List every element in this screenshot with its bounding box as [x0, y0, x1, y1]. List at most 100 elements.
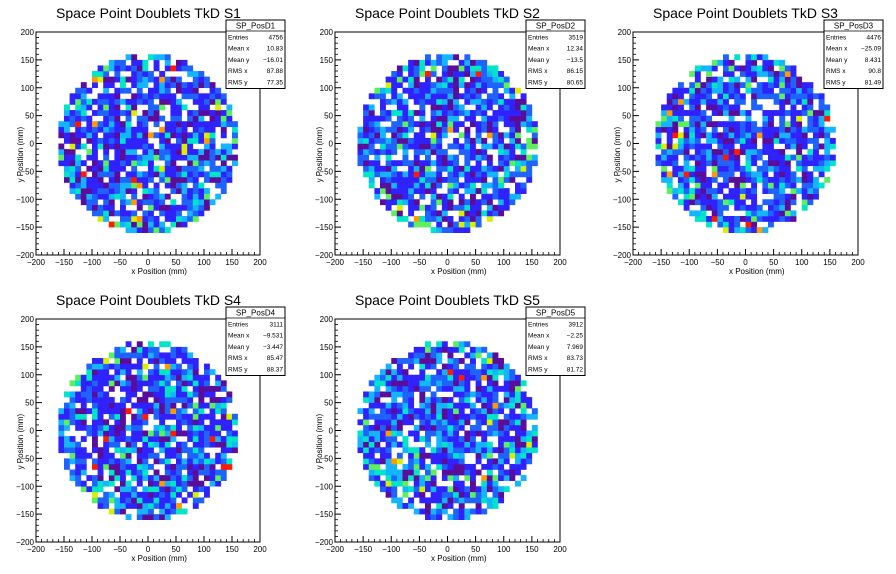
heatmap-bin	[408, 121, 415, 128]
heatmap-bin	[717, 154, 724, 161]
heatmap-bin	[148, 391, 154, 398]
heatmap-bin	[526, 171, 533, 178]
heatmap-bin	[751, 87, 758, 94]
heatmap-bin	[75, 154, 82, 161]
heatmap-bin	[363, 397, 370, 403]
heatmap-bin	[762, 210, 769, 217]
heatmap-bin	[436, 508, 443, 515]
heatmap-bin	[745, 165, 752, 172]
heatmap-bin	[198, 199, 205, 206]
heatmap-bin	[153, 480, 160, 487]
heatmap-bin	[176, 424, 182, 431]
heatmap-bin	[176, 110, 182, 116]
heatmap-bin	[97, 93, 104, 100]
heatmap-bin	[368, 436, 375, 442]
heatmap-bin	[142, 171, 149, 178]
heatmap-bin	[368, 137, 375, 144]
heatmap-bin	[464, 469, 471, 476]
y-tick-label: 0	[627, 140, 632, 149]
heatmap-bin	[385, 475, 392, 481]
heatmap-bin	[464, 87, 471, 94]
heatmap-bin	[120, 502, 126, 509]
heatmap-bin	[136, 137, 143, 144]
heatmap-bin	[181, 419, 188, 426]
heatmap-bin	[64, 424, 70, 431]
heatmap-bin	[97, 385, 104, 392]
heatmap-bin	[380, 87, 386, 94]
heatmap-bin	[164, 154, 171, 161]
heatmap-bin	[125, 137, 132, 144]
heatmap-bin	[492, 137, 499, 144]
heatmap-bin	[103, 65, 110, 72]
heatmap-bin	[226, 154, 233, 161]
heatmap-bin	[164, 176, 171, 183]
heatmap-bin	[86, 165, 93, 172]
heatmap-bin	[425, 54, 431, 61]
heatmap-bin	[419, 165, 426, 172]
heatmap-bin	[430, 514, 437, 521]
heatmap-bin	[413, 132, 420, 139]
heatmap-bin	[187, 447, 194, 454]
heatmap-bin	[717, 110, 724, 116]
heatmap-bin	[220, 115, 227, 122]
heatmap-bin	[492, 210, 499, 217]
heatmap-bin	[813, 188, 819, 194]
heatmap-bin	[458, 182, 465, 189]
heatmap-bin	[204, 171, 210, 178]
x-tick-label: 50	[769, 258, 778, 267]
heatmap-bin	[170, 397, 177, 403]
heatmap-bin	[458, 204, 465, 211]
heatmap-bin	[745, 171, 752, 178]
heatmap-bin	[131, 441, 138, 448]
heatmap-bin	[120, 497, 126, 504]
heatmap-bin	[402, 391, 409, 398]
heatmap-bin	[226, 441, 233, 448]
heatmap-bin	[232, 430, 238, 437]
y-tick-label: 100	[618, 84, 632, 93]
heatmap-bin	[447, 369, 454, 376]
heatmap-bin	[192, 452, 199, 459]
heatmap-bin	[430, 380, 437, 387]
heatmap-bin	[784, 182, 791, 189]
heatmap-bin	[464, 171, 471, 178]
heatmap-bin	[509, 452, 516, 459]
heatmap-bin	[447, 87, 454, 94]
heatmap-bin	[498, 369, 505, 376]
heatmap-bin	[153, 491, 160, 498]
heatmap-bin	[683, 188, 690, 194]
heatmap-bin	[170, 98, 177, 105]
heatmap-bin	[142, 115, 149, 122]
heatmap-bin	[164, 413, 171, 420]
heatmap-bin	[142, 486, 149, 493]
heatmap-bin	[363, 149, 370, 155]
y-tick-label: 150	[21, 343, 35, 352]
heatmap-bin	[170, 176, 177, 183]
heatmap-bin	[470, 171, 476, 178]
heatmap-bin	[498, 204, 505, 211]
heatmap-bin	[807, 182, 814, 189]
heatmap-bin	[402, 419, 409, 426]
heatmap-bin	[790, 110, 797, 116]
heatmap-bin	[136, 154, 143, 161]
heatmap-bin	[114, 424, 121, 431]
heatmap-bin	[170, 221, 177, 228]
heatmap-bin	[515, 126, 521, 133]
heatmap-bin	[706, 160, 713, 167]
stats-row-value: 12.34	[567, 46, 584, 53]
heatmap-bin	[734, 193, 741, 200]
heatmap-bin	[430, 374, 437, 381]
heatmap-bin	[824, 137, 831, 144]
heatmap-bin	[779, 132, 786, 139]
heatmap-bin	[773, 188, 780, 194]
heatmap-bin	[176, 447, 182, 454]
heatmap-bin	[391, 480, 398, 487]
heatmap-bin	[374, 165, 381, 172]
heatmap-bin	[694, 98, 701, 105]
heatmap-bin	[470, 436, 476, 442]
heatmap-bin	[503, 380, 510, 387]
heatmap-bin	[503, 82, 510, 89]
heatmap-bin	[204, 98, 210, 105]
heatmap-bin	[108, 65, 115, 72]
heatmap-bin	[413, 430, 420, 437]
heatmap-bin	[768, 76, 774, 83]
